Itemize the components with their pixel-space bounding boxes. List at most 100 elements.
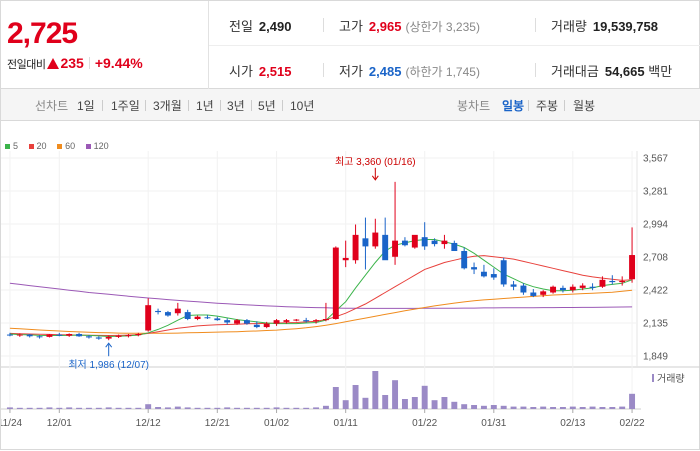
change-label: 전일대비 (7, 59, 46, 71)
legend-ma5: 5 (5, 141, 18, 151)
divider (564, 100, 565, 111)
volume-bar (164, 407, 171, 409)
volume-bar (550, 407, 557, 409)
open-value: 2,515 (258, 64, 292, 79)
x-tick-label: 02/13 (560, 418, 585, 429)
legend-ma5-label: 5 (13, 141, 19, 151)
candle-monthly[interactable]: 월봉 (573, 99, 596, 113)
ma-legend: 5 20 60 120 (5, 141, 117, 151)
prev-close-stat: 전일 2,490 (229, 16, 291, 35)
volume-bar (36, 407, 43, 409)
divider (88, 57, 90, 69)
ma-line-ma20 (9, 255, 633, 337)
legend-ma120-label: 120 (93, 141, 109, 151)
legend-ma60-label: 60 (65, 141, 76, 151)
candle-body (629, 255, 636, 280)
volume-bar (253, 407, 260, 409)
volume-bar (441, 397, 448, 409)
volume-bar (293, 407, 300, 409)
current-price: 2,725 (7, 17, 78, 50)
candle-body (263, 323, 270, 328)
open-stat: 시가 2,515 (229, 61, 291, 80)
candle-body (550, 286, 557, 293)
volume-bar (471, 405, 478, 409)
candle-body (500, 260, 507, 285)
volume-bar (421, 385, 428, 409)
period-5y[interactable]: 5년 (258, 99, 276, 113)
candle-body (184, 312, 191, 320)
low-label: 저가 (339, 64, 363, 79)
volume-bar (303, 407, 310, 409)
y-tick-label: 1,849 (643, 352, 668, 363)
period-1d[interactable]: 1일 (77, 99, 95, 113)
candle-daily[interactable]: 일봉 (502, 99, 525, 113)
volume-bar (263, 407, 270, 409)
legend-swatch (28, 144, 34, 149)
volume-bar (194, 407, 201, 409)
volume-bar (76, 407, 83, 409)
period-10y[interactable]: 10년 (290, 99, 315, 113)
prev-close-label: 전일 (229, 19, 253, 34)
volume-bar (283, 407, 290, 409)
volume-bar (461, 404, 468, 409)
divider (188, 100, 189, 111)
candle-body (401, 240, 408, 246)
candle-body (194, 316, 201, 320)
y-tick-label: 2,135 (643, 319, 668, 330)
divider (282, 100, 283, 111)
period-1y[interactable]: 1년 (196, 99, 214, 113)
volume-bar (6, 407, 13, 409)
x-tick-label: 02/22 (620, 418, 645, 429)
high-value: 2,965 (368, 19, 402, 34)
volume-label: 거래량 (657, 373, 685, 385)
x-tick-label: 12/01 (47, 418, 72, 429)
candle-body (322, 319, 329, 321)
candle-body (85, 336, 92, 338)
candle-body (313, 320, 320, 322)
divider (323, 18, 324, 32)
volume-bar (135, 407, 142, 409)
legend-ma20-label: 20 (36, 141, 47, 151)
candle-body (352, 234, 359, 261)
period-1w[interactable]: 1주일 (111, 99, 140, 113)
volume-bar (56, 407, 63, 409)
volume-bar (95, 407, 102, 409)
candle-body (411, 234, 418, 248)
candle-body (36, 336, 43, 338)
candle-body (441, 240, 448, 245)
volume-bar (362, 397, 369, 409)
candle-body (342, 257, 349, 261)
x-tick-label: 01/31 (481, 418, 506, 429)
volume-bar (540, 406, 547, 409)
period-3y[interactable]: 3년 (227, 99, 245, 113)
amount-stat: 거래대금 54,665 백만 (551, 61, 678, 80)
volume-bar (530, 407, 537, 409)
volume-bar (155, 407, 162, 409)
candle-body (471, 267, 478, 270)
period-3m[interactable]: 3개월 (153, 99, 182, 113)
candle-body (283, 320, 290, 322)
candle-body (6, 334, 13, 336)
prev-close-value: 2,490 (258, 19, 292, 34)
candle-body (174, 308, 181, 314)
up-triangle-icon (47, 58, 60, 69)
legend-ma20: 20 (28, 141, 47, 151)
volume-bar (559, 407, 566, 409)
volume-bar (184, 407, 191, 409)
volume-bar (352, 385, 359, 409)
volume-bar (66, 407, 73, 409)
y-tick-label: 3,281 (643, 187, 668, 198)
candle-body (372, 232, 379, 247)
candle-weekly[interactable]: 주봉 (536, 99, 559, 113)
candle-body (431, 240, 438, 245)
candle-body (461, 251, 468, 269)
volume-bar (382, 395, 389, 409)
candle-body (145, 305, 152, 331)
volume-bar (273, 407, 280, 409)
candle-body (619, 280, 626, 283)
candle-body (46, 334, 53, 337)
divider (209, 45, 700, 46)
volume-bar (480, 405, 487, 409)
divider (535, 63, 536, 77)
